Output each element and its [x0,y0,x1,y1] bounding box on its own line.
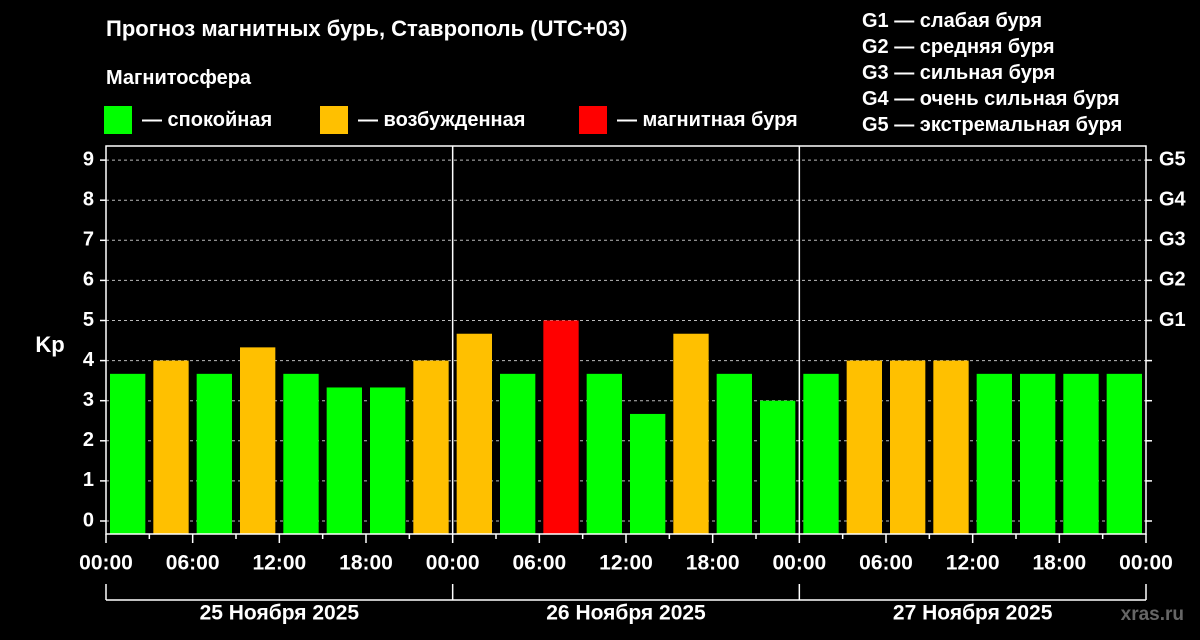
kp-bar [933,360,969,534]
g-scale-item-g1: G1 — слабая буря [862,10,1043,32]
g-scale-item-g4: G4 — очень сильная буря [862,88,1120,110]
kp-bar [413,360,449,534]
kp-bar [543,320,579,534]
y-tick-label: 4 [83,349,95,371]
chart-title: Прогноз магнитных бурь, Ставрополь (UTC+… [106,16,628,41]
kp-bar [586,373,622,534]
right-tick-label: G4 [1159,188,1187,210]
kp-bar [240,347,276,534]
legend-item-storm: — магнитная буря [579,106,798,134]
kp-bar [500,373,536,534]
x-tick-label: 06:00 [166,552,220,575]
y-axis-label: Kp [35,332,64,357]
day-label: 27 Ноября 2025 [893,602,1053,625]
legend-swatch-calm [104,106,132,134]
kp-bar [196,373,232,534]
kp-bar [803,373,839,534]
kp-bar [326,387,362,534]
watermark: xras.ru [1120,604,1184,625]
x-tick-label: 12:00 [946,552,1000,575]
kp-bar [1063,373,1099,534]
y-tick-label: 7 [83,229,94,251]
day-label: 26 Ноября 2025 [546,602,706,625]
legend-item-unsettled: — возбужденная [320,106,525,134]
g-scale-item-g2: G2 — средняя буря [862,36,1055,58]
kp-bar [370,387,406,534]
y-tick-label: 2 [83,429,94,451]
y-tick-label: 3 [83,389,94,411]
g-scale-item-g3: G3 — сильная буря [862,62,1056,84]
g-scale-legend: G1 — слабая буря G2 — средняя буря G3 — … [862,8,1122,138]
x-tick-label: 12:00 [252,552,306,575]
legend-swatch-storm [579,106,607,134]
right-tick-label: G3 [1159,229,1186,251]
x-tick-label: 00:00 [1119,552,1173,575]
right-tick-label: G2 [1159,269,1186,291]
kp-bar [1020,373,1056,534]
kp-bar [153,360,189,534]
x-tick-label: 18:00 [1032,552,1086,575]
day-label: 25 Ноября 2025 [200,602,360,625]
kp-bar [283,373,319,534]
x-tick-label: 00:00 [426,552,480,575]
legend-label-calm: — спокойная [142,108,273,131]
kp-bar [110,373,146,534]
legend-item-calm: — спокойная [104,106,272,134]
x-tick-label: 18:00 [339,552,393,575]
kp-bar [976,373,1012,534]
x-tick-label: 06:00 [512,552,566,575]
legend-label-unsettled: — возбужденная [358,108,526,131]
y-tick-label: 1 [83,469,94,491]
right-tick-label: G1 [1159,309,1186,331]
y-tick-label: 0 [83,509,94,531]
x-tick-label: 06:00 [859,552,913,575]
kp-bar [890,360,926,534]
y-tick-label: 9 [83,148,94,170]
kp-bar [846,360,882,534]
kp-bar [630,413,666,534]
x-tick-label: 00:00 [79,552,133,575]
legend-swatch-unsettled [320,106,348,134]
g-scale-item-g5: G5 — экстремальная буря [862,114,1123,136]
x-tick-label: 12:00 [599,552,653,575]
kp-bar [1106,373,1142,534]
kp-bar [760,400,796,534]
kp-bar [456,333,492,534]
legend-title: Магнитосфера [106,67,252,89]
x-tick-label: 00:00 [772,552,826,575]
right-tick-label: G5 [1159,148,1186,170]
y-tick-label: 5 [83,309,94,331]
y-tick-label: 6 [83,269,94,291]
y-tick-label: 8 [83,188,94,210]
x-tick-label: 18:00 [686,552,740,575]
kp-bar [673,333,709,534]
kp-bar [716,373,752,534]
legend-label-storm: — магнитная буря [617,108,798,131]
